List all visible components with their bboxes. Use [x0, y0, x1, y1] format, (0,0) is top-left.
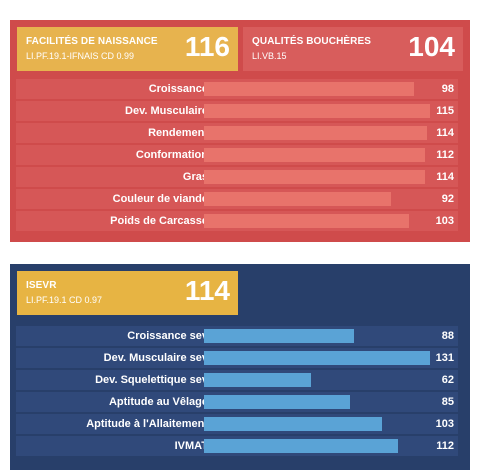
- trait-bar: [204, 126, 427, 140]
- trait-value: 92: [441, 193, 454, 205]
- trait-label: Dev. Squelettique sev: [95, 374, 208, 386]
- trait-row: Dev. Musculaire 115: [16, 101, 458, 121]
- trait-row: Dev. Squelettique sev 62: [16, 370, 458, 390]
- card-score: 114: [184, 275, 230, 306]
- card-code: LI.PF.19.1-IFNAIS CD 0.99: [26, 51, 135, 61]
- trait-value: 131: [435, 352, 454, 364]
- trait-row: Croissance sev 88: [16, 326, 458, 346]
- trait-row: Conformation 112: [16, 145, 458, 165]
- trait-value: 112: [436, 149, 454, 161]
- trait-row: Aptitude à l'Allaitement 103: [16, 414, 458, 434]
- trait-value: 112: [436, 440, 454, 452]
- trait-bar: [204, 395, 350, 409]
- card-code: LI.VB.15: [252, 51, 287, 61]
- trait-value: 85: [441, 396, 454, 408]
- trait-row: Croissance 98: [16, 79, 458, 99]
- card-title: ISEVR: [26, 280, 57, 291]
- trait-bar: [204, 329, 354, 343]
- trait-label: Couleur de viande: [112, 193, 208, 205]
- trait-label: Rendement: [148, 127, 208, 139]
- card-title: FACILITÉS DE NAISSANCE: [26, 36, 158, 47]
- trait-label: Aptitude à l'Allaitement: [86, 418, 208, 430]
- trait-value: 62: [441, 374, 454, 386]
- facilites-naissance-card[interactable]: FACILITÉS DE NAISSANCE LI.PF.19.1-IFNAIS…: [17, 27, 238, 71]
- trait-bar: [204, 417, 382, 431]
- trait-label: Dev. Musculaire sev: [103, 352, 208, 364]
- trait-bar: [204, 214, 409, 228]
- trait-value: 114: [436, 171, 454, 183]
- trait-bar: [204, 192, 391, 206]
- trait-row: IVMAT 112: [16, 436, 458, 456]
- trait-label: IVMAT: [174, 440, 208, 452]
- trait-row: Aptitude au Vêlage 85: [16, 392, 458, 412]
- trait-value: 103: [435, 418, 454, 430]
- trait-label: Croissance sev: [127, 330, 208, 342]
- card-score: 104: [408, 31, 455, 62]
- trait-label: Croissance: [148, 83, 208, 95]
- trait-bar: [204, 104, 430, 118]
- isevr-card[interactable]: ISEVR LI.PF.19.1 CD 0.97 114: [17, 271, 238, 315]
- trait-label: Poids de Carcasse: [110, 215, 208, 227]
- trait-bar: [204, 439, 398, 453]
- trait-bar: [204, 170, 425, 184]
- trait-value: 103: [435, 215, 454, 227]
- trait-row: Poids de Carcasse 103: [16, 211, 458, 231]
- trait-label: Conformation: [135, 149, 208, 161]
- trait-row: Dev. Musculaire sev 131: [16, 348, 458, 368]
- trait-bar: [204, 148, 425, 162]
- trait-value: 88: [441, 330, 454, 342]
- card-score: 116: [184, 31, 230, 62]
- trait-value: 98: [441, 83, 454, 95]
- trait-label: Aptitude au Vêlage: [108, 396, 208, 408]
- card-code: LI.PF.19.1 CD 0.97: [26, 295, 103, 305]
- trait-value: 115: [436, 105, 454, 117]
- trait-bar: [204, 351, 430, 365]
- qualites-boucheres-card[interactable]: QUALITÉS BOUCHÈRES LI.VB.15 104: [243, 27, 463, 71]
- qualites-panel: FACILITÉS DE NAISSANCE LI.PF.19.1-IFNAIS…: [10, 20, 470, 242]
- trait-row: Gras 114: [16, 167, 458, 187]
- trait-label: Dev. Musculaire: [125, 105, 208, 117]
- trait-label: Gras: [182, 171, 208, 183]
- isevr-panel: ISEVR LI.PF.19.1 CD 0.97 114 Croissance …: [10, 264, 470, 470]
- trait-bar: [204, 373, 311, 387]
- trait-bar: [204, 82, 414, 96]
- card-title: QUALITÉS BOUCHÈRES: [252, 36, 372, 47]
- trait-value: 114: [436, 127, 454, 139]
- trait-row: Rendement 114: [16, 123, 458, 143]
- trait-row: Couleur de viande 92: [16, 189, 458, 209]
